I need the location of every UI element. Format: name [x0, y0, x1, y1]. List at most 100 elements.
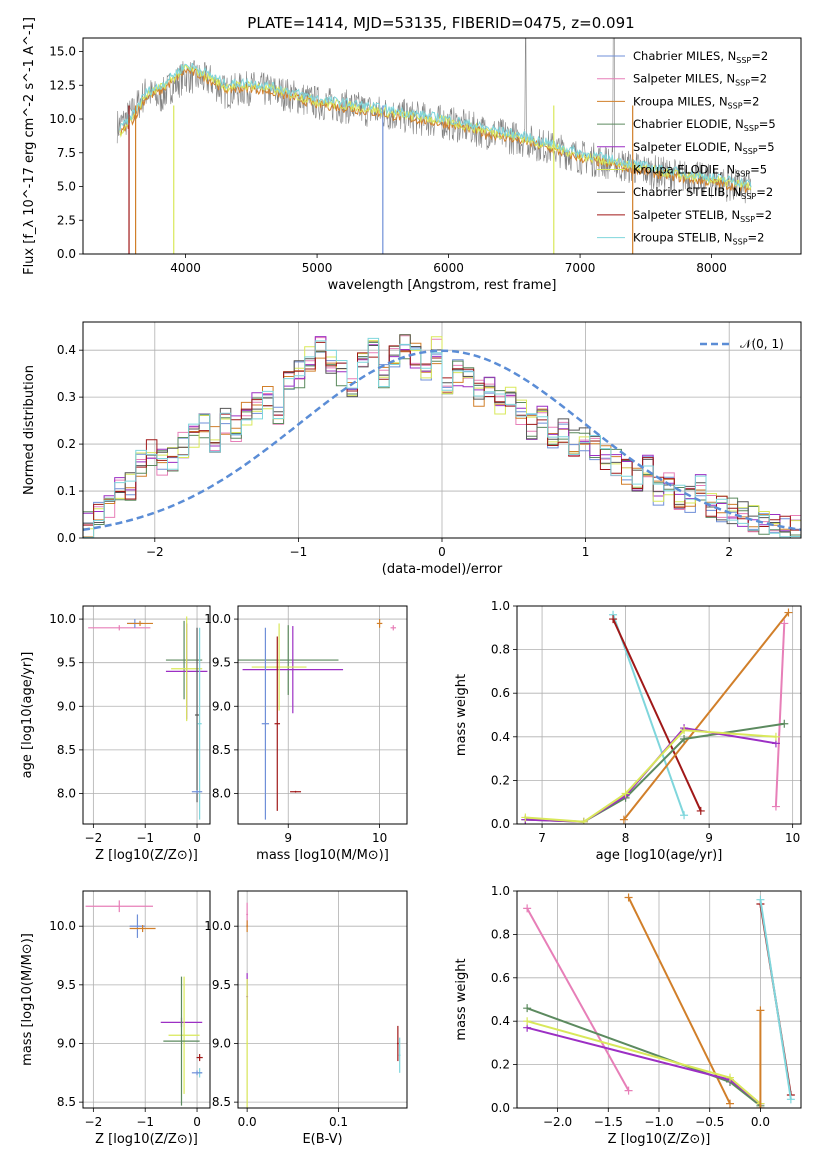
x-axis-label: age [log10(age/yr)]: [596, 848, 723, 863]
y-tick-label: 0.8: [491, 643, 510, 657]
panel-weight-vs-Z: −2.0 −1.5 −1.0 −0.5 0.0 0.0 0.2 0.4 0.6 0.8 1.0 Z […: [454, 884, 802, 1147]
weight-marker: [680, 811, 689, 820]
x-tick-label: −2: [146, 545, 164, 559]
y-tick-label: 5.0: [57, 180, 76, 194]
y-tick-label: 9.0: [57, 1036, 76, 1050]
weight-marker: [756, 895, 765, 904]
y-tick-label: 8.5: [212, 743, 231, 757]
x-axis-label: (data-model)/error: [382, 562, 503, 577]
y-axis-label: mass weight: [454, 958, 469, 1040]
legend-entry: Salpeter STELIB, NSSP=2: [633, 208, 772, 224]
legend-entry: Chabrier STELIB, NSSP=2: [633, 185, 773, 201]
weight-marker: [726, 1073, 734, 1082]
weight-line: [774, 623, 786, 807]
x-tick-label: −2: [85, 831, 103, 845]
y-tick-label: 9.5: [212, 656, 231, 670]
weight-line: [526, 1020, 762, 1105]
weight-marker: [523, 904, 532, 913]
weight-marker: [609, 615, 618, 624]
errorbars: [246, 902, 401, 1108]
x-tick-label: 9: [284, 831, 292, 845]
histogram-step: [83, 337, 801, 538]
spectrum-lines: [116, 38, 752, 254]
y-tick-label: 8.5: [212, 1095, 231, 1109]
x-tick-label: 0: [193, 831, 201, 845]
panel-age-vs-mass: 9 10 8.0 8.5 9.0 9.5 10.0 mass [log10(M/M⊙)]: [204, 605, 408, 863]
axes-frame: [516, 605, 802, 825]
axes-frame: [237, 890, 408, 1109]
weight-marker: [680, 734, 689, 743]
weight-marker: [523, 1004, 532, 1013]
x-tick-label: −1.5: [594, 1115, 623, 1129]
weight-marker: [579, 817, 588, 824]
weight-marker: [780, 719, 789, 728]
y-tick-label: 9.5: [57, 656, 76, 670]
weight-marker: [624, 1086, 633, 1095]
weight-marker: [621, 789, 630, 798]
x-tick-label: −1: [136, 1115, 154, 1129]
y-tick-label: 9.5: [57, 978, 76, 992]
weight-marker: [771, 802, 780, 811]
weight-lines: [521, 608, 793, 824]
y-tick-label: 9.0: [212, 699, 231, 713]
x-tick-label: −2.0: [543, 1115, 572, 1129]
y-tick-label: 0.8: [491, 927, 510, 941]
weight-marker: [726, 1099, 734, 1108]
weight-marker: [756, 1104, 765, 1108]
weight-marker: [521, 813, 530, 822]
panel-weight-vs-age: 7 8 9 10 0.0 0.2 0.4 0.6 0.8 1.0 age [log10(age/yr…: [454, 599, 802, 863]
y-tick-label: 2.5: [57, 213, 76, 227]
y-axis-label: mass weight: [454, 674, 469, 756]
y-tick-label: 0.0: [57, 531, 76, 545]
y-tick-label: 10.0: [49, 919, 76, 933]
axes-frame: [237, 605, 408, 825]
model-spectrum-line: [119, 62, 752, 189]
x-axis-label: Z [log10(Z/Z⊙)]: [95, 848, 198, 863]
x-axis-label: E(B-V): [302, 1132, 342, 1147]
x-tick-label: 0: [193, 1115, 201, 1129]
legend-entry: Kroupa STELIB, NSSP=2: [633, 231, 764, 247]
y-axis-label: Normed distribution: [22, 365, 37, 495]
y-tick-label: 0.4: [491, 1014, 510, 1028]
x-tick-label: −2: [85, 1115, 103, 1129]
x-tick-label: 0.0: [238, 1115, 257, 1129]
legend-entry: 𝒩(0, 1): [740, 337, 784, 351]
histogram-step: [83, 334, 801, 538]
x-axis-label: Z [log10(Z/Z⊙)]: [608, 1132, 711, 1147]
x-tick-label: 0: [438, 545, 446, 559]
weight-marker: [523, 1017, 532, 1026]
x-tick-label: 1: [582, 545, 590, 559]
y-tick-label: 0.0: [491, 1101, 510, 1115]
y-tick-label: 1.0: [491, 599, 510, 613]
y-axis-label: age [log10(age/yr)]: [20, 652, 35, 779]
figure-title: PLATE=1414, MJD=53135, FIBERID=0475, z=0…: [247, 14, 634, 32]
y-axis-label: Flux [f_λ 10^-17 erg cm^-2 s^-1 A^-1]: [22, 17, 37, 275]
x-tick-label: 7000: [565, 261, 596, 275]
legend-entry: Salpeter MILES, NSSP=2: [633, 72, 767, 88]
weight-marker: [756, 1006, 765, 1015]
x-axis-label: mass [log10(M/M⊙)]: [256, 848, 389, 863]
weight-marker: [696, 806, 705, 815]
x-tick-label: −1: [136, 831, 154, 845]
errorbars: [85, 900, 203, 1106]
data-spectrum-line: [116, 38, 752, 204]
x-tick-label: 8000: [696, 261, 727, 275]
y-tick-label: 8.0: [57, 786, 76, 800]
y-tick-label: 0.2: [491, 1058, 510, 1072]
y-tick-label: 0.6: [491, 686, 510, 700]
panel-spectrum: 4000 5000 6000 7000 8000 0.0 2.5 5.0 7.5 10.0 12.5…: [22, 17, 802, 293]
y-axis-label: mass [log10(M/M⊙)]: [20, 933, 35, 1066]
legend-entry: Salpeter ELODIE, NSSP=5: [633, 140, 775, 156]
y-tick-label: 12.5: [49, 78, 76, 92]
y-tick-label: 0.2: [491, 773, 510, 787]
weight-line: [627, 897, 731, 1105]
weight-line: [623, 611, 790, 821]
panel-mass-vs-ebv: 0.0 0.1 8.5 9.0 9.5 10.0 E(B-V): [204, 890, 408, 1147]
x-tick-label: 4000: [170, 261, 201, 275]
x-tick-label: 9: [705, 831, 713, 845]
weight-lines: [523, 893, 795, 1108]
panel-age-vs-Z: −2 −1 0 8.0 8.5 9.0 9.5 10.0 Z [log10(Z/Z⊙)] age …: [20, 605, 211, 863]
errorbars: [88, 616, 208, 820]
y-tick-label: 8.5: [57, 743, 76, 757]
